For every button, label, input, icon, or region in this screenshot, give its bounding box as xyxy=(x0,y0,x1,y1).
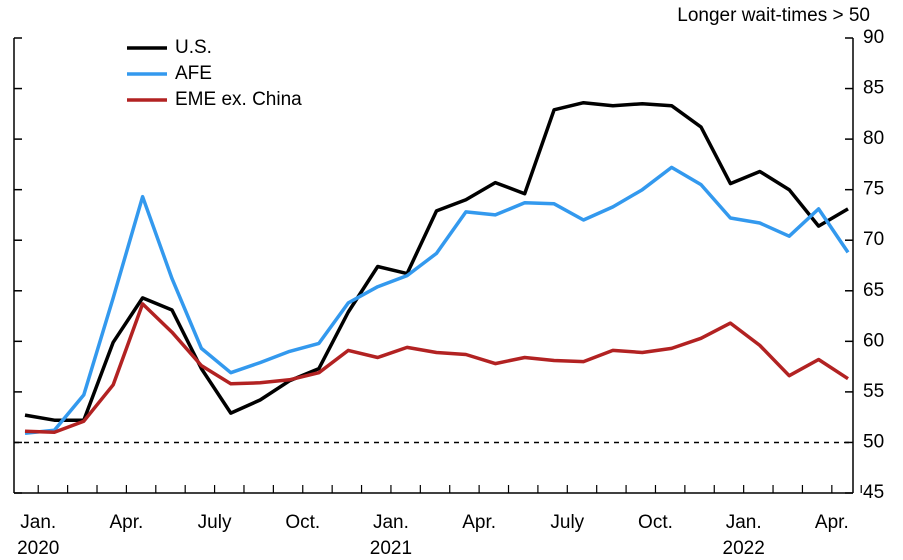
x-tick-label: Apr. xyxy=(815,512,849,533)
series-line xyxy=(24,100,849,422)
y-tick-label: 75 xyxy=(863,179,884,200)
x-tick-label: Jan. 2021 xyxy=(370,512,412,559)
y-tick-label: 65 xyxy=(863,280,884,301)
x-tick-month: Jan. xyxy=(726,512,762,533)
annotation: Longer wait-times > 50 xyxy=(677,5,870,26)
x-tick-label: Apr. xyxy=(462,512,496,533)
x-tick-year: 2020 xyxy=(17,538,59,559)
x-tick-label: Oct. xyxy=(638,512,673,533)
x-tick-year: 2021 xyxy=(370,538,412,559)
x-tick-label: July xyxy=(198,512,232,533)
x-tick-year: 2022 xyxy=(723,538,765,559)
y-tick-label: 45 xyxy=(863,482,884,503)
y-tick-label: 60 xyxy=(863,330,884,351)
series-line xyxy=(24,165,850,436)
series-line xyxy=(24,302,849,435)
y-tick-label: 85 xyxy=(863,78,884,99)
y-tick-label: 70 xyxy=(863,229,884,250)
legend-label: AFE xyxy=(175,63,212,84)
legend-label: EME ex. China xyxy=(175,89,302,110)
y-tick-label: 80 xyxy=(863,128,884,149)
x-tick-label: Jan. 2020 xyxy=(17,512,59,559)
x-tick-label: Apr. xyxy=(109,512,143,533)
x-tick-label: Jan. 2022 xyxy=(723,512,765,559)
y-tick-label: 90 xyxy=(863,27,884,48)
x-tick-label: Oct. xyxy=(285,512,320,533)
legend-label: U.S. xyxy=(175,37,212,58)
x-tick-month: Jan. xyxy=(373,512,409,533)
x-tick-month: Jan. xyxy=(20,512,56,533)
x-tick-label: July xyxy=(550,512,584,533)
y-tick-label: 55 xyxy=(863,381,884,402)
y-tick-label: 50 xyxy=(863,431,884,452)
